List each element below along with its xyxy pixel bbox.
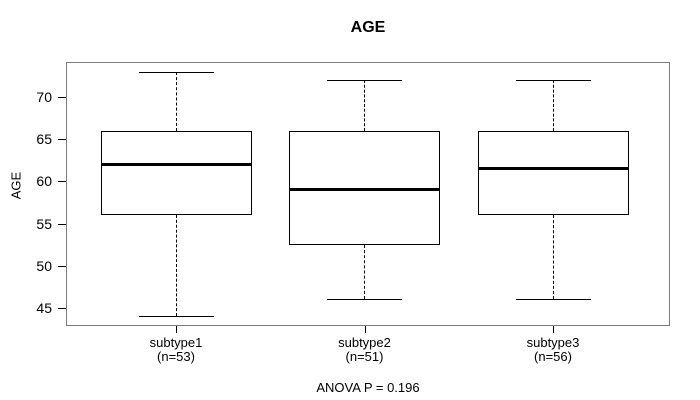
y-tick-label: 50 — [36, 258, 52, 274]
y-tick — [58, 97, 66, 98]
y-tick-label: 55 — [36, 216, 52, 232]
y-tick — [58, 139, 66, 140]
x-tick — [365, 326, 366, 333]
category-name: subtype1 — [149, 335, 203, 350]
anova-annotation: ANOVA P = 0.196 — [316, 380, 420, 395]
category-sublabel: (n=53) — [157, 349, 195, 364]
median-line — [100, 163, 252, 166]
category-label: subtype3 (n=56) — [478, 336, 628, 364]
y-tick-label: 70 — [36, 89, 52, 105]
whisker-lower — [175, 215, 177, 317]
whisker-cap-upper — [515, 80, 591, 81]
whisker-upper — [364, 80, 365, 131]
category-name: subtype3 — [526, 335, 580, 350]
category-sublabel: (n=51) — [345, 349, 384, 364]
whisker-upper — [552, 80, 554, 131]
y-tick-label: 45 — [36, 300, 52, 316]
category-label: subtype1 (n=53) — [101, 336, 251, 364]
whisker-cap-lower — [138, 316, 214, 317]
y-tick — [58, 181, 66, 182]
box — [477, 131, 629, 215]
whisker-lower — [552, 215, 554, 300]
x-tick — [176, 326, 177, 333]
y-tick-label: 60 — [36, 173, 52, 189]
y-tick-label: 65 — [36, 131, 52, 147]
median-line — [289, 188, 440, 191]
y-tick — [58, 308, 66, 309]
whisker-cap-lower — [327, 299, 402, 300]
median-line — [477, 167, 629, 170]
whisker-upper — [175, 71, 177, 131]
x-tick — [553, 326, 554, 333]
box — [100, 131, 252, 215]
category-label: subtype2 (n=51) — [290, 336, 440, 364]
category-name: subtype2 — [338, 335, 391, 350]
y-tick — [58, 266, 66, 267]
chart-title: AGE — [350, 19, 386, 36]
whisker-cap-upper — [327, 80, 402, 81]
whisker-lower — [364, 244, 365, 300]
whisker-cap-upper — [138, 72, 214, 73]
category-sublabel: (n=56) — [534, 349, 572, 364]
whisker-cap-lower — [515, 299, 591, 300]
y-tick — [58, 224, 66, 225]
